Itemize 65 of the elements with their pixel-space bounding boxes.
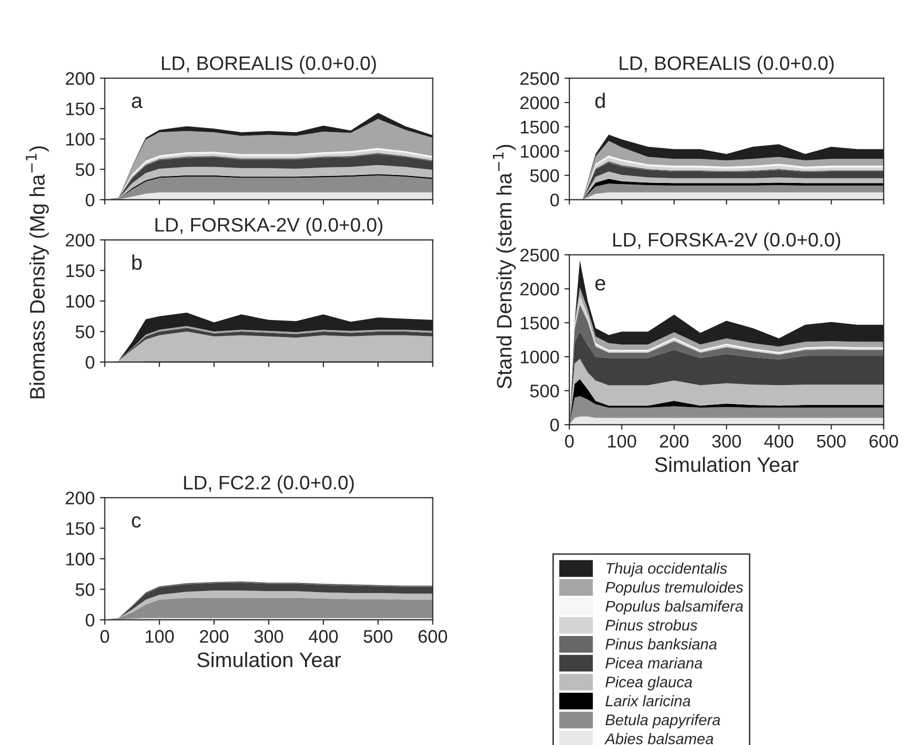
y-tick-label: 200 [66, 72, 94, 85]
y-tick-label: 200 [66, 234, 94, 247]
y-tick-label: 0 [550, 418, 559, 432]
legend-label: Picea mariana [606, 657, 702, 668]
y-tick-label: 1000 [520, 350, 559, 364]
y-tick-label: 2500 [520, 72, 559, 85]
legend-label: Pinus banksiana [606, 638, 717, 650]
chart-title: LD, BOREALIS (0.0+0.0) [620, 56, 834, 74]
y-tick-label: 2500 [520, 248, 559, 262]
y-axis-title: Stand Density (stem ha$^{−1}$) [492, 144, 516, 388]
y-tick-label: 2000 [520, 282, 559, 296]
y-tick-label: 0 [86, 356, 94, 369]
chart-title: LD, FORSKA-2V (0.0+0.0) [613, 232, 840, 250]
x-tick-label: 200 [660, 434, 688, 448]
x-tick-label: 200 [200, 630, 228, 643]
annotation: a [132, 96, 143, 108]
y-tick-label: 150 [66, 264, 94, 278]
x-tick-label: 400 [308, 630, 338, 643]
y-tick-label: 1000 [520, 145, 559, 158]
chart-title: LD, FC2.2 (0.0+0.0) [184, 475, 354, 494]
legend-label: Populus balsamifera [606, 600, 743, 615]
y-tick-label: 50 [76, 163, 94, 176]
annotation: d [595, 92, 605, 108]
y-tick-label: 50 [76, 583, 94, 596]
y-tick-label: 1500 [520, 316, 559, 330]
y-tick-label: 1500 [520, 120, 559, 134]
x-tick-label: 0 [100, 630, 110, 643]
y-tick-label: 0 [86, 614, 94, 627]
x-tick-label: 600 [870, 434, 898, 448]
legend-label: Picea glauca [606, 676, 692, 690]
y-tick-label: 2000 [520, 96, 559, 110]
legend-label: Betula papyrifera [606, 714, 720, 728]
x-tick-label: 500 [816, 434, 846, 448]
x-tick-label: 500 [364, 630, 392, 643]
y-tick-label: 100 [66, 294, 94, 308]
legend-label: Abies balsamea [604, 733, 714, 744]
legend-label: Thuja occidentalis [606, 562, 728, 577]
x-axis-title: Simulation Year [655, 456, 799, 472]
y-axis-title: Biomass Density (Mg ha$^{−1}$) [26, 146, 49, 398]
x-tick-label: 400 [764, 434, 794, 448]
legend-label: Pinus strobus [606, 619, 698, 631]
y-tick-label: 100 [66, 552, 94, 566]
legend-label: Populus tremuloides [606, 581, 744, 596]
annotation: c [132, 516, 141, 528]
x-tick-label: 300 [712, 434, 741, 448]
legend-label: Larix laricina [606, 695, 690, 706]
x-tick-label: 600 [418, 630, 448, 643]
x-tick-label: 300 [254, 630, 284, 643]
y-tick-label: 500 [530, 169, 559, 182]
y-tick-label: 150 [66, 102, 94, 116]
x-axis-title: Simulation Year [197, 652, 341, 668]
x-tick-label: 100 [608, 434, 636, 448]
x-tick-label: 100 [146, 630, 174, 643]
y-tick-label: 150 [66, 522, 94, 535]
annotation: b [132, 254, 142, 270]
y-tick-label: 0 [86, 194, 94, 206]
y-tick-label: 50 [76, 325, 94, 338]
chart-title: LD, FORSKA-2V (0.0+0.0) [156, 217, 382, 236]
y-tick-label: 500 [530, 384, 559, 398]
annotation: e [595, 279, 606, 290]
y-tick-label: 0 [550, 194, 559, 206]
chart-title: LD, BOREALIS (0.0+0.0) [162, 56, 376, 74]
x-tick-label: 0 [565, 434, 574, 448]
y-tick-label: 200 [66, 492, 94, 504]
y-tick-label: 100 [66, 132, 94, 146]
